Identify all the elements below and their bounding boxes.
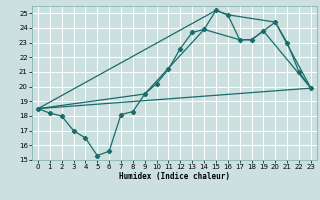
X-axis label: Humidex (Indice chaleur): Humidex (Indice chaleur) [119,172,230,181]
